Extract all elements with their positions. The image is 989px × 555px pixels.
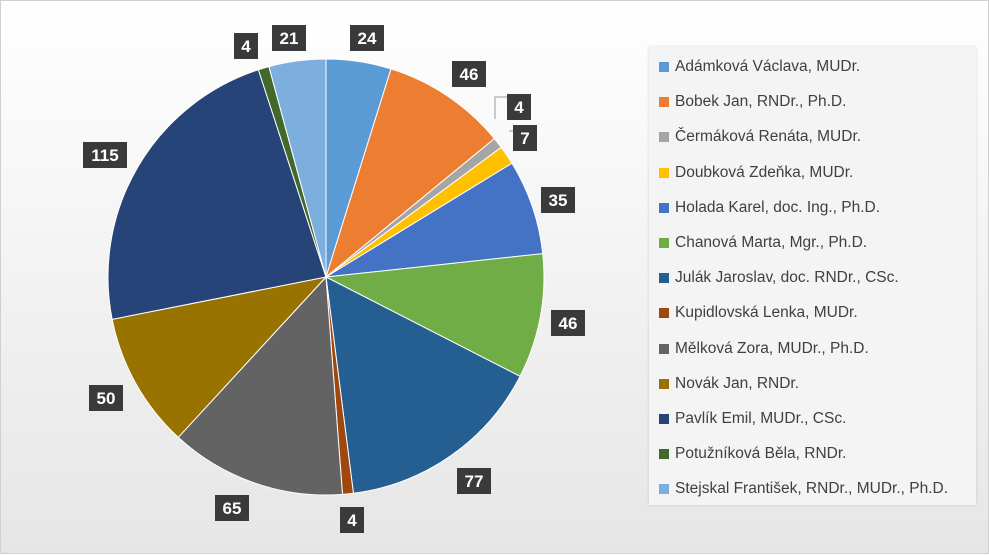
legend-swatch	[659, 97, 669, 108]
leader-line	[494, 96, 507, 119]
legend-label: Pavlík Emil, MUDr., CSc.	[675, 410, 847, 427]
legend: Adámková Václava, MUDr. Bobek Jan, RNDr.,…	[649, 47, 976, 505]
pie-slice	[324, 253, 545, 378]
data-label-text: 21	[280, 29, 299, 48]
legend-item: Julák Jaroslav, doc. RNDr., CSc.	[659, 268, 899, 288]
legend-item: Chanová Marta, Mgr., Ph.D.	[659, 233, 867, 253]
data-label-box	[452, 61, 486, 87]
data-label-text: 4	[514, 98, 524, 117]
data-label: 4	[507, 94, 531, 120]
data-label: 35	[541, 187, 575, 213]
legend-label: Potužníková Běla, RNDr.	[675, 445, 847, 463]
data-label: 24	[350, 25, 384, 51]
legend-swatch	[659, 308, 669, 319]
legend-label: Chanová Marta, Mgr., Ph.D.	[675, 234, 868, 251]
data-label-box	[507, 94, 531, 120]
data-label: 77	[457, 468, 491, 494]
data-label-box	[350, 25, 384, 51]
data-label-text: 50	[97, 389, 116, 408]
legend-label: Kupidlovská Lenka, MUDr.	[675, 304, 858, 322]
data-label: 115	[83, 142, 127, 168]
legend-label: Adámková Václava, MUDr.	[675, 58, 861, 75]
legend-swatch	[659, 238, 669, 248]
legend-label: Novák Jan, RNDr.	[675, 374, 800, 392]
legend-label: Stejskal František, RNDr., MUDr., Ph.D.	[675, 480, 949, 498]
data-label-box	[457, 468, 491, 494]
data-label-text: 4	[241, 37, 251, 56]
legend-swatch	[659, 449, 669, 460]
pie-slice	[107, 69, 327, 320]
legend-item: Adámková Václava, MUDr.	[659, 57, 860, 77]
legend-label: Bobek Jan, RNDr., Ph.D.	[675, 93, 847, 111]
data-label-text: 115	[91, 146, 118, 165]
data-label-box	[89, 385, 123, 411]
data-label-text: 7	[520, 129, 529, 148]
legend-item: Čermáková Renáta, MUDr.	[659, 127, 861, 147]
data-label-text: 35	[549, 191, 568, 210]
data-label-box	[513, 125, 537, 151]
legend-label: Mělková Zora, MUDr., Ph.D.	[675, 339, 869, 357]
data-labels: 24 46 4 7 35 46 77 4 65 50 115 4 21	[83, 25, 585, 533]
data-label: 4	[234, 33, 258, 59]
legend-label: Čermáková Renáta, MUDr.	[675, 128, 862, 146]
data-label-box	[83, 142, 127, 168]
data-label: 46	[452, 61, 486, 87]
legend-label: Holada Karel, doc. Ing., Ph.D.	[675, 198, 881, 216]
pie-slice	[325, 276, 521, 494]
legend-swatch	[659, 484, 669, 495]
data-label: 4	[340, 507, 364, 533]
legend-item: Potužníková Běla, RNDr.	[659, 444, 846, 464]
data-label: 21	[272, 25, 306, 51]
legend-swatch	[659, 414, 669, 424]
legend-label: Doubková Zdeňka, MUDr.	[675, 163, 854, 181]
legend-item: Holada Karel, doc. Ing., Ph.D.	[659, 198, 880, 218]
pie-slice	[268, 58, 327, 278]
legend-swatch	[659, 132, 669, 143]
pie-slices	[107, 58, 545, 496]
legend-label: Julák Jaroslav, doc. RNDr., CSc.	[675, 269, 899, 287]
data-label-box	[541, 187, 575, 213]
legend-swatch	[659, 273, 669, 284]
legend-item: Mělková Zora, MUDr., Ph.D.	[659, 339, 869, 359]
pie-slice	[111, 276, 328, 439]
pie-slice	[177, 275, 344, 496]
data-label-text: 46	[460, 65, 479, 84]
data-label: 50	[89, 385, 123, 411]
data-label-text: 46	[559, 314, 578, 333]
data-label-box	[340, 507, 364, 533]
legend-item: Kupidlovská Lenka, MUDr.	[659, 303, 858, 323]
data-label: 65	[215, 495, 249, 521]
legend-swatch	[659, 202, 669, 213]
data-label: 7	[513, 125, 537, 151]
data-label: 46	[551, 310, 585, 336]
legend-item: Bobek Jan, RNDr., Ph.D.	[659, 92, 846, 112]
legend-item: Pavlík Emil, MUDr., CSc.	[659, 409, 846, 429]
pie-slice	[325, 68, 496, 279]
legend-item: Stejskal František, RNDr., MUDr., Ph.D.	[659, 479, 948, 499]
legend-item: Doubková Zdeňka, MUDr.	[659, 163, 853, 183]
data-label-text: 65	[223, 499, 242, 518]
legend-swatch	[659, 167, 669, 178]
data-label-box	[234, 33, 258, 59]
data-label-box	[272, 25, 306, 51]
legend-swatch	[659, 62, 669, 72]
data-label-box	[215, 495, 249, 521]
legend-swatch	[659, 343, 669, 354]
data-label-text: 24	[358, 29, 377, 48]
data-label-text: 4	[347, 511, 357, 530]
data-label-box	[551, 310, 585, 336]
legend-swatch	[659, 378, 669, 389]
legend-item: Novák Jan, RNDr.	[659, 374, 799, 394]
data-label-text: 77	[465, 472, 484, 491]
